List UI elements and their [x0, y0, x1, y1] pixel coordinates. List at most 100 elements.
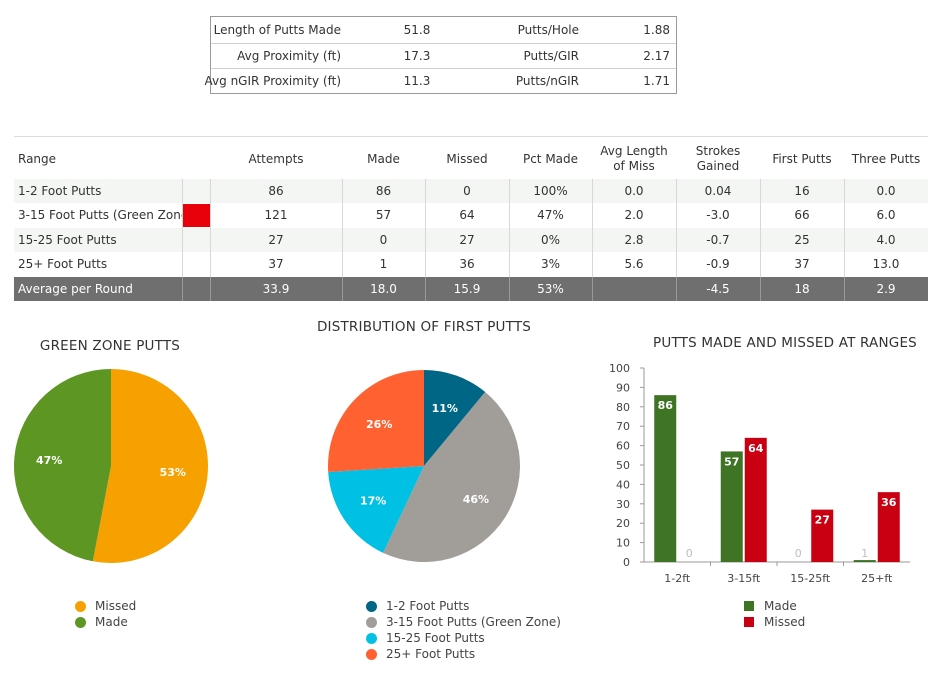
first-putts-legend-item: 1-2 Foot Putts: [366, 598, 561, 614]
header-made: Made: [367, 152, 400, 166]
header-attempts: Attempts: [248, 152, 304, 166]
legend-swatch: [744, 601, 754, 611]
legend-label: Made: [764, 599, 797, 613]
made-missed-legend-item: Made: [744, 598, 805, 614]
table-row: 3-15 Foot Putts (Green Zone) 121 57 64 4…: [14, 203, 928, 228]
cell-strokes-gained: -4.5: [706, 282, 730, 296]
first-putts-slice-label: 17%: [360, 495, 386, 508]
summary-value: 1.88: [643, 23, 670, 37]
summary-label: Avg Proximity (ft): [237, 49, 341, 63]
first-putts-slice: [383, 392, 521, 563]
cell-range: Average per Round: [18, 282, 133, 296]
table-header-row: Range Attempts Made Missed Pct Made Avg …: [14, 137, 928, 177]
summary-value: 1.71: [643, 74, 670, 88]
green-zone-pie-chart: 53% 47%: [14, 369, 209, 563]
bar-data-label: 64: [748, 442, 764, 455]
cell-three-putts: 4.0: [876, 233, 896, 247]
summary-value: 51.8: [403, 23, 431, 37]
cell-first-putts: 16: [794, 184, 810, 198]
green-zone-legend: Missed Made: [75, 598, 136, 630]
bar-made: [654, 395, 677, 562]
cell-made: 0: [379, 233, 388, 247]
table-row: 25+ Foot Putts 37 1 36 3% 5.6 -0.9 37 13…: [14, 252, 928, 277]
bar-data-label: 0: [686, 547, 693, 560]
legend-swatch: [744, 617, 754, 627]
y-tick-label: 20: [616, 517, 630, 530]
summary-row: Avg nGIR Proximity (ft) 11.3 Putts/nGIR …: [205, 68, 676, 94]
header-avg-length-miss-2: of Miss: [613, 159, 655, 173]
legend-swatch: [366, 649, 377, 660]
bar-data-label: 27: [815, 514, 830, 527]
y-tick-label: 80: [616, 401, 630, 414]
putting-stats-table: Range Attempts Made Missed Pct Made Avg …: [14, 136, 928, 301]
header-strokes-gained-1: Strokes: [695, 144, 741, 158]
y-tick-label: 50: [616, 459, 630, 472]
bar-missed: [744, 437, 767, 562]
bar-data-label: 57: [724, 455, 739, 468]
y-tick-label: 40: [616, 478, 630, 491]
cell-strokes-gained: -0.7: [706, 233, 730, 247]
header-missed: Missed: [446, 152, 488, 166]
summary-label: Length of Putts Made: [213, 23, 341, 37]
cell-avg-length-miss: 2.8: [624, 233, 644, 247]
first-putts-slice: [424, 370, 486, 466]
cell-strokes-gained: -0.9: [706, 257, 730, 271]
green-zone-slice-label: 53%: [160, 466, 186, 479]
first-putts-legend-item: 3-15 Foot Putts (Green Zone): [366, 614, 561, 630]
bar-made: [720, 451, 743, 562]
cell-made: 57: [375, 208, 392, 222]
cell-attempts: 86: [268, 184, 284, 198]
y-tick-label: 10: [616, 537, 630, 550]
cell-range: 3-15 Foot Putts (Green Zone): [18, 208, 193, 222]
summary-stats-box: Length of Putts Made 51.8 Putts/Hole 1.8…: [205, 16, 677, 94]
legend-swatch: [75, 601, 86, 612]
cell-strokes-gained: 0.04: [704, 184, 732, 198]
x-tick-label: 1-2ft: [664, 572, 691, 585]
cell-first-putts: 66: [794, 208, 810, 222]
bar-made: [853, 560, 876, 562]
cell-pct-made: 100%: [533, 184, 568, 198]
first-putts-legend-item: 25+ Foot Putts: [366, 646, 561, 662]
chart-title-first-putts: DISTRIBUTION OF FIRST PUTTS: [316, 319, 532, 335]
cell-first-putts: 37: [794, 257, 810, 271]
cell-made: 86: [375, 184, 392, 198]
header-pct-made: Pct Made: [522, 152, 579, 166]
x-tick-label: 25+ft: [861, 572, 893, 585]
cell-attempts: 27: [268, 233, 284, 247]
cell-attempts: 37: [268, 257, 284, 271]
summary-value: 2.17: [643, 49, 670, 63]
first-putts-slice: [328, 466, 424, 553]
first-putts-legend: 1-2 Foot Putts 3-15 Foot Putts (Green Zon…: [366, 598, 561, 662]
cell-range: 1-2 Foot Putts: [18, 184, 102, 198]
highlight-flag: [183, 204, 210, 227]
y-tick-label: 90: [616, 381, 630, 394]
cell-pct-made: 3%: [540, 257, 561, 271]
cell-avg-length-miss: 2.0: [624, 208, 644, 222]
cell-three-putts: 13.0: [872, 257, 900, 271]
green-zone-slice: [92, 369, 209, 563]
legend-swatch: [366, 633, 377, 644]
bar-data-label: 1: [861, 547, 868, 560]
made-missed-legend: Made Missed: [744, 598, 805, 630]
cell-attempts: 33.9: [262, 282, 290, 296]
table-row: 1-2 Foot Putts 86 86 0 100% 0.0 0.04 16 …: [14, 179, 928, 203]
first-putts-slice: [328, 370, 424, 473]
bar-data-label: 86: [658, 399, 674, 412]
y-tick-label: 100: [609, 362, 630, 375]
legend-label: 1-2 Foot Putts: [386, 599, 470, 613]
legend-label: Missed: [764, 615, 806, 629]
y-tick-label: 0: [623, 556, 630, 569]
first-putts-slice-label: 11%: [432, 402, 458, 415]
cell-three-putts: 2.9: [876, 282, 896, 296]
cell-missed: 36: [459, 257, 475, 271]
summary-label: Putts/GIR: [523, 49, 579, 63]
legend-swatch: [366, 601, 377, 612]
summary-label: Putts/Hole: [517, 23, 579, 37]
legend-label: Made: [95, 615, 128, 629]
legend-swatch: [366, 617, 377, 628]
cell-missed: 15.9: [453, 282, 481, 296]
made-missed-legend-item: Missed: [744, 614, 805, 630]
cell-avg-length-miss: 0.0: [624, 184, 644, 198]
green-zone-slice: [14, 369, 111, 562]
bar-missed: [877, 492, 900, 562]
